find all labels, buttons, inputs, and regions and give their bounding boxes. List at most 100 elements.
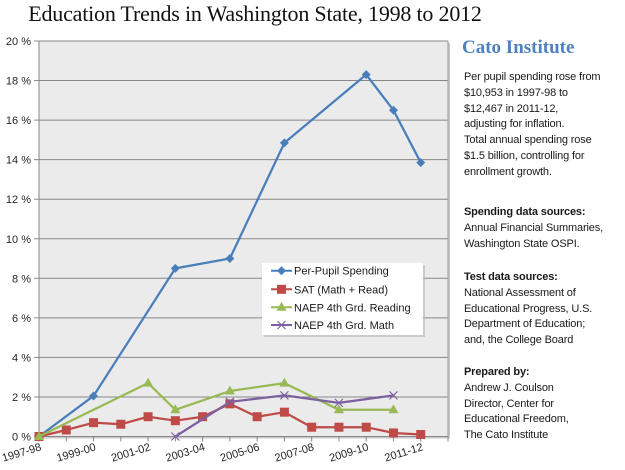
data-point-square xyxy=(225,399,235,409)
x-tick-label: 2007-08 xyxy=(273,441,315,464)
summary-text: Per pupil spending rose from $10,953 in … xyxy=(464,70,601,181)
data-point-x-stroke xyxy=(225,397,235,407)
series-naep-4th-grd-reading xyxy=(34,377,399,440)
x-tick-label: 2009-10 xyxy=(328,441,370,464)
x-tick-label: 2011-12 xyxy=(383,441,424,464)
summary-line: $1.5 billion, controlling for xyxy=(464,149,585,162)
data-point-x xyxy=(279,390,289,400)
y-tick-label: 4 % xyxy=(12,352,31,364)
data-point-square xyxy=(61,425,71,435)
data-point-square xyxy=(116,419,126,429)
legend-box xyxy=(262,263,423,335)
legend-item: NAEP 4th Grd. Reading xyxy=(271,301,411,314)
legend-label: NAEP 4th Grd. Math xyxy=(294,320,394,332)
spending-sources-line: Washington State OSPI. xyxy=(464,237,580,250)
data-point-x xyxy=(170,432,180,441)
data-point-triangle xyxy=(388,404,399,414)
y-tick-label: 14 % xyxy=(6,155,31,167)
summary-line: adjusting for inflation. xyxy=(464,118,565,131)
org-name: Cato Institute xyxy=(462,37,575,58)
data-point-diamond xyxy=(388,105,398,115)
data-point-square xyxy=(277,284,286,294)
data-point-x-stroke xyxy=(277,320,286,330)
line-chart: 0 % 2 % 4 % 6 % 8 % 10 % 12 % 14 % 16 % 18 % 20 % 1… xyxy=(1,36,450,465)
data-point-square xyxy=(143,412,153,422)
x-tick-label: 1997-98 xyxy=(1,441,43,464)
series-per-pupil-spending xyxy=(34,70,426,441)
summary-line: $12,467 in 2011-12, xyxy=(464,102,559,115)
data-point-triangle xyxy=(34,431,44,440)
series-naep-4th-grd-math xyxy=(170,390,398,441)
data-point-x xyxy=(334,398,344,408)
prepared-by: Prepared by: Andrew J. Coulson Director,… xyxy=(464,365,569,444)
prepared-by-line: Educational Freedom, xyxy=(464,413,569,426)
data-point-triangle xyxy=(279,377,290,387)
data-point-x-stroke xyxy=(334,398,344,408)
y-tick-label: 10 % xyxy=(6,234,31,246)
test-sources-line: National Assessment of xyxy=(464,286,576,299)
legend-label: NAEP 4th Grd. Reading xyxy=(294,302,411,314)
data-point-triangle xyxy=(143,377,154,387)
legend-item: SAT (Math + Read) xyxy=(271,284,388,296)
data-point-square xyxy=(361,422,371,432)
y-tick-label: 2 % xyxy=(12,392,31,404)
x-tick-label: 2001-02 xyxy=(110,441,152,464)
x-tick-label: 2005-06 xyxy=(219,441,261,464)
data-point-triangle xyxy=(276,301,287,311)
summary-line: $10,953 in 1997-98 to xyxy=(464,86,568,99)
legend-item: Per-Pupil Spending xyxy=(271,266,389,278)
plot-area xyxy=(39,41,450,439)
data-point-triangle xyxy=(224,385,235,395)
data-point-diamond xyxy=(277,266,286,276)
data-point-square xyxy=(252,412,262,422)
series-group xyxy=(34,70,426,441)
series-line xyxy=(37,73,422,438)
summary-line: Total annual spending rose xyxy=(464,134,592,147)
y-tick-label: 20 % xyxy=(6,36,31,48)
data-point-diamond xyxy=(170,263,180,273)
y-tick-label: 12 % xyxy=(6,194,31,206)
data-point-triangle xyxy=(170,404,181,414)
y-tick-label: 6 % xyxy=(12,313,31,325)
summary-line: Per pupil spending rose from xyxy=(464,71,601,83)
legend-label: SAT (Math + Read) xyxy=(294,284,388,296)
prepared-by-line: The Cato Institute xyxy=(464,429,549,442)
data-point-diamond xyxy=(89,391,99,401)
data-point-x xyxy=(277,320,286,330)
prepared-by-line: Andrew J. Coulson xyxy=(464,381,554,394)
data-point-square xyxy=(279,407,289,417)
legend-label: Per-Pupil Spending xyxy=(294,266,389,278)
spending-sources-line: Annual Financial Summaries, xyxy=(464,221,604,234)
legend-item: NAEP 4th Grd. Math xyxy=(271,320,394,332)
data-point-x-stroke xyxy=(279,390,289,400)
data-point-square xyxy=(334,422,344,432)
spending-sources: Spending data sources: Annual Financial … xyxy=(464,205,603,252)
x-tick-label: 2003-04 xyxy=(164,441,206,464)
data-point-x-stroke xyxy=(389,390,398,400)
test-sources-line: Educational Progress, U.S. xyxy=(464,302,593,315)
y-tick-label: 8 % xyxy=(12,273,31,285)
test-sources: Test data sources: National Assessment o… xyxy=(464,270,592,349)
data-point-x-stroke xyxy=(170,432,180,441)
prepared-by-line: Director, Center for xyxy=(464,397,554,410)
data-point-diamond xyxy=(416,158,426,168)
data-point-square xyxy=(388,428,398,438)
y-tick-label: 16 % xyxy=(6,115,31,127)
y-tick-label: 0 % xyxy=(12,432,31,444)
data-point-diamond xyxy=(225,254,235,264)
test-sources-line: and, the College Board xyxy=(464,334,574,347)
x-tick-label: 1999-00 xyxy=(55,441,97,464)
prepared-by-heading: Prepared by: xyxy=(464,366,530,378)
y-tick-label: 18 % xyxy=(6,76,31,88)
data-point-triangle xyxy=(333,404,344,414)
data-point-square xyxy=(89,418,99,428)
chart-title: Education Trends in Washington State, 19… xyxy=(28,1,482,26)
data-point-square xyxy=(198,412,208,422)
data-point-square xyxy=(307,422,317,432)
data-point-square xyxy=(416,430,426,440)
test-sources-line: Department of Education; xyxy=(464,318,586,331)
data-point-x xyxy=(225,397,235,407)
data-point-x xyxy=(389,390,398,400)
spending-sources-heading: Spending data sources: xyxy=(464,206,586,218)
legend: Per-Pupil Spending SAT (Math + Read) NAEP … xyxy=(262,263,425,337)
